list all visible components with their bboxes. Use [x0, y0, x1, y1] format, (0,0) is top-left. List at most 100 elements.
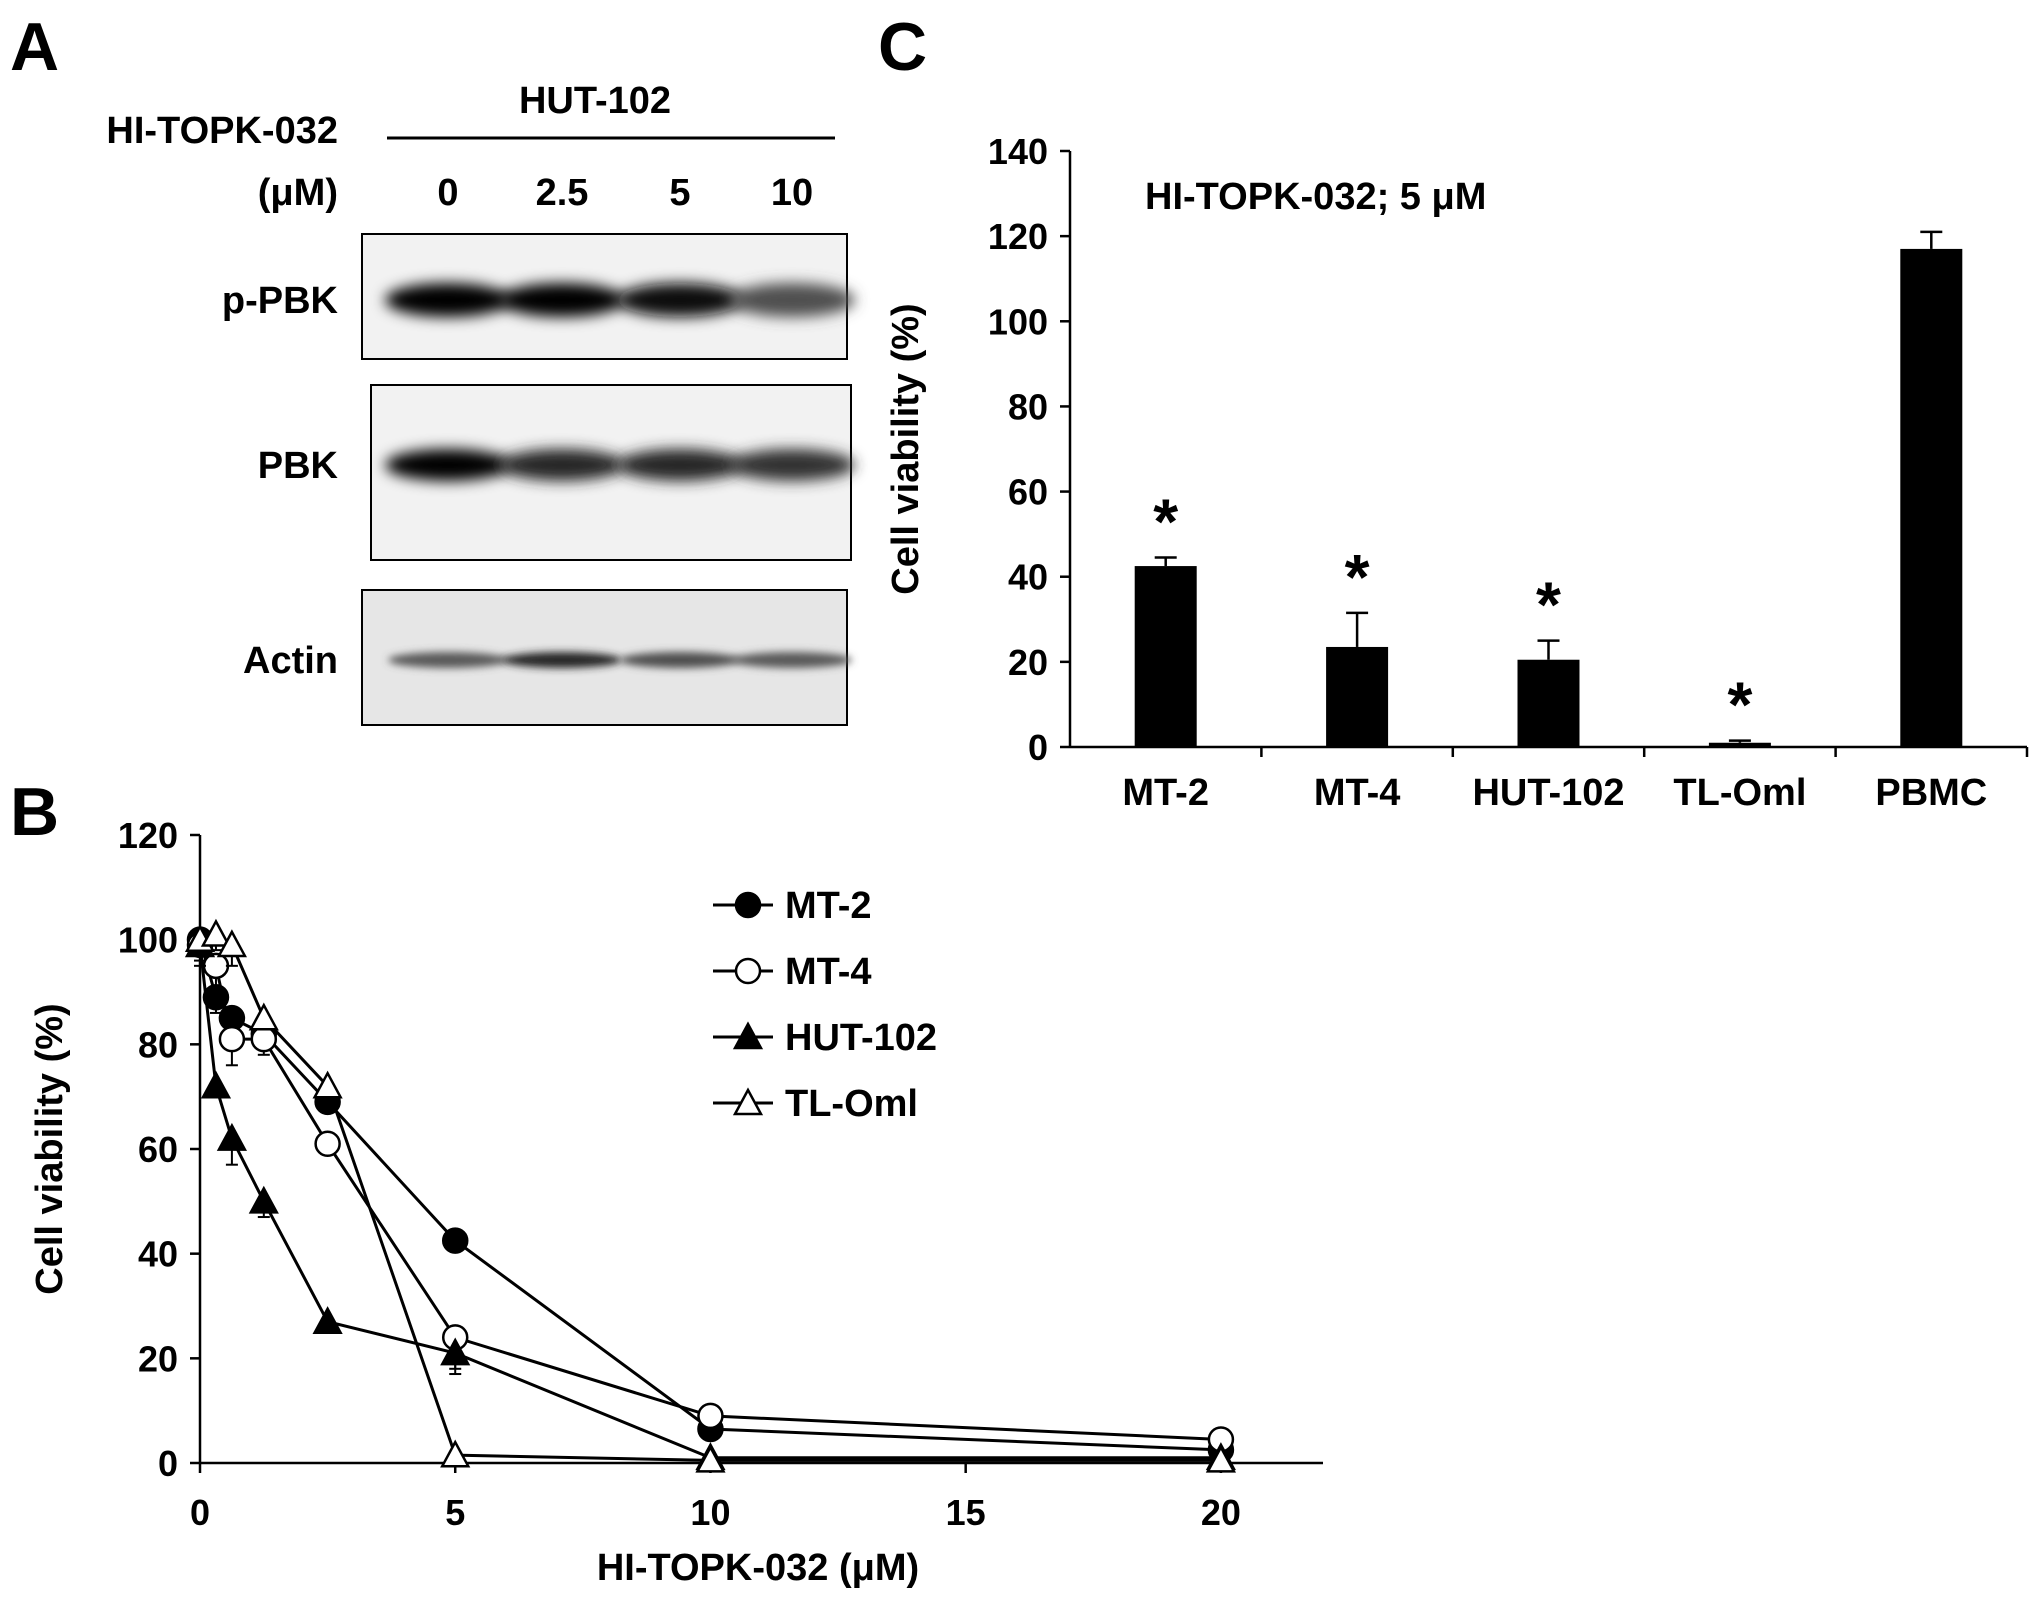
blot-actin: Actin — [243, 589, 852, 726]
legend-item: MT-2 — [713, 885, 872, 927]
dose-label: 2.5 — [536, 172, 589, 214]
legend-marker — [732, 1087, 764, 1116]
unit-label: (μM) — [258, 172, 338, 214]
legend-item: MT-4 — [713, 951, 872, 993]
panel-c-letter: C — [878, 9, 927, 85]
series-tl-oml — [184, 918, 1237, 1473]
blot-p-pbk: p-PBK — [222, 233, 855, 360]
dose-labels: 0 2.5 5 10 — [437, 172, 813, 214]
b-y-tick-label: 60 — [138, 1129, 178, 1170]
legend-item: TL-Oml — [713, 1083, 918, 1125]
c-chart-title: HI-TOPK-032; 5 μM — [1145, 176, 1486, 218]
data-point — [441, 1227, 469, 1254]
b-x-tick-label: 10 — [690, 1492, 730, 1533]
b-x-axis-title: HI-TOPK-032 (μM) — [597, 1547, 919, 1589]
blot-band — [729, 283, 855, 317]
panel-b-letter: B — [10, 774, 59, 850]
legend-marker — [734, 891, 762, 919]
series-mt-2 — [186, 926, 1235, 1464]
c-y-tick-label: 60 — [1008, 472, 1048, 513]
series-hut-102 — [184, 929, 1237, 1471]
significance-star: * — [1345, 541, 1370, 613]
category-label: HUT-102 — [1472, 772, 1624, 814]
category-label: TL-Oml — [1673, 772, 1806, 814]
bar-hut-102: * HUT-102 — [1472, 569, 1624, 814]
dose-label: 0 — [437, 172, 458, 214]
data-point — [248, 1185, 279, 1214]
c-y-tick-label: 80 — [1008, 386, 1048, 427]
blot-band — [499, 449, 625, 481]
legend-marker — [732, 1021, 764, 1050]
significance-star: * — [1536, 569, 1561, 641]
bar-tl-oml: * TL-Oml — [1673, 669, 1806, 814]
data-point — [312, 1306, 343, 1334]
blot-label: Actin — [243, 640, 338, 682]
b-x-ticks: 0 5 10 15 20 — [190, 1463, 1241, 1533]
panel-a-western-blot: A HUT-102 HI-TOPK-032 (μM) 0 2.5 5 10 p-PBK… — [10, 9, 855, 726]
c-y-tick-label: 20 — [1008, 642, 1048, 683]
bar-mt-4: * MT-4 — [1314, 541, 1401, 814]
blot-band — [499, 283, 625, 317]
bar — [1326, 646, 1389, 747]
data-point — [200, 1070, 232, 1099]
bar — [1708, 742, 1771, 747]
data-point — [314, 1130, 341, 1158]
blot-band — [385, 449, 511, 481]
significance-star: * — [1153, 486, 1178, 558]
c-y-tick-label: 0 — [1028, 727, 1048, 768]
data-point — [200, 918, 232, 947]
b-y-tick-label: 0 — [158, 1443, 178, 1484]
c-bars: * MT-2 * MT-4 * HUT-102 * TL-Oml PBMC — [1122, 230, 2029, 814]
blot-band — [732, 652, 852, 668]
data-point — [202, 952, 230, 980]
b-x-tick-label: 5 — [445, 1492, 465, 1533]
b-y-tick-label: 40 — [138, 1234, 178, 1275]
b-y-tick-label: 120 — [118, 815, 178, 856]
b-series — [184, 918, 1237, 1473]
c-y-axis-title: Cell viability (%) — [885, 303, 927, 594]
c-y-tick-label: 140 — [988, 131, 1048, 172]
panel-a-letter: A — [10, 9, 59, 85]
data-point — [440, 1439, 471, 1468]
legend-label: MT-2 — [785, 885, 872, 927]
legend-item: HUT-102 — [713, 1017, 937, 1059]
data-point — [216, 929, 248, 958]
blot-panels: p-PBK PBK Actin — [222, 233, 855, 726]
data-point — [312, 1070, 343, 1099]
series-mt-4 — [186, 931, 1235, 1453]
bar — [1134, 566, 1197, 747]
series-line — [198, 944, 1221, 1460]
blot-band — [617, 449, 743, 481]
blot-band — [502, 652, 622, 668]
panel-c-bar-chart: C HI-TOPK-032; 5 μM Cell viability (%) 0… — [878, 9, 2029, 814]
b-y-tick-label: 80 — [138, 1024, 178, 1065]
treatment-label: HI-TOPK-032 — [106, 110, 338, 152]
panel-b-dose-response-chart: B 0 20 40 60 80 100 120 0 5 10 15 20 HI-TOPK-032 (… — [10, 774, 1323, 1589]
series-line — [198, 939, 1221, 1452]
c-y-ticks: 0 20 40 60 80 100 120 140 — [988, 131, 1070, 768]
blot-label: p-PBK — [222, 280, 339, 322]
data-point — [695, 1444, 726, 1473]
b-x-tick-label: 15 — [946, 1492, 986, 1533]
bar-pbmc: PBMC — [1875, 230, 1987, 814]
blot-label: PBK — [258, 445, 339, 487]
bar — [1517, 659, 1580, 747]
b-y-tick-label: 20 — [138, 1338, 178, 1379]
b-x-tick-label: 20 — [1201, 1492, 1241, 1533]
legend-label: HUT-102 — [785, 1017, 937, 1059]
blot-band — [617, 283, 743, 317]
c-y-tick-label: 100 — [988, 301, 1048, 342]
bar-mt-2: * MT-2 — [1122, 486, 1209, 814]
legend-label: TL-Oml — [785, 1083, 918, 1125]
dose-label: 5 — [669, 172, 690, 214]
legend-label: MT-4 — [785, 951, 872, 993]
blot-band — [729, 449, 855, 481]
legend-marker — [734, 957, 762, 985]
data-point — [1205, 1444, 1237, 1473]
b-x-tick-label: 0 — [190, 1492, 210, 1533]
data-point — [216, 1122, 248, 1151]
blot-pbk: PBK — [258, 384, 855, 561]
bar — [1900, 248, 1963, 747]
b-legend: MT-2 MT-4 HUT-102 TL-Oml — [713, 885, 937, 1125]
